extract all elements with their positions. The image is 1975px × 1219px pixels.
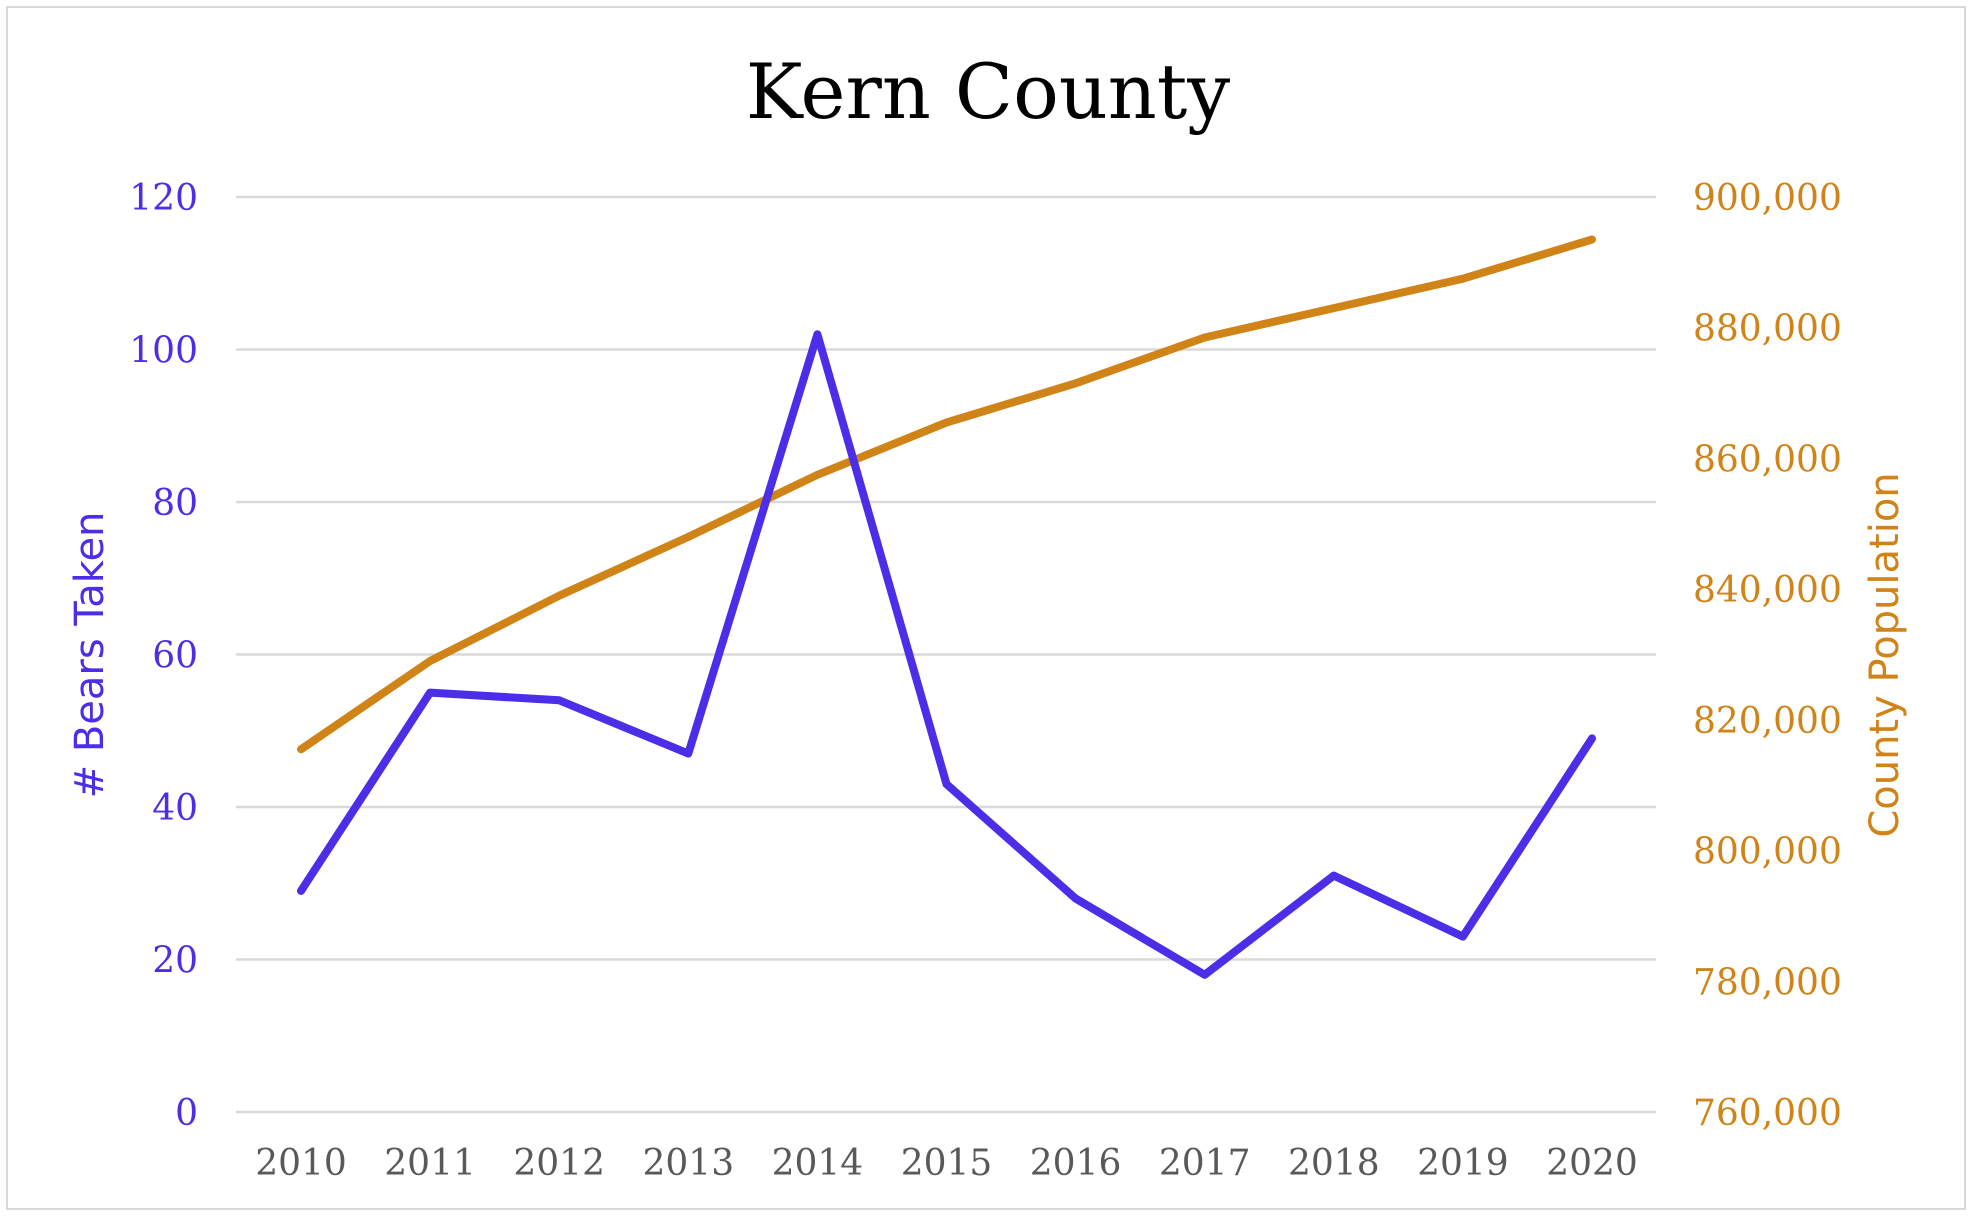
x-tick-label: 2015 xyxy=(901,1143,993,1184)
chart-frame xyxy=(6,6,1966,1210)
right-tick-label: 880,000 xyxy=(1693,309,1842,350)
left-axis-ticks: 0 20 40 60 80 100 120 xyxy=(129,178,198,1134)
x-tick-label: 2016 xyxy=(1030,1143,1122,1184)
x-tick-label: 2013 xyxy=(642,1143,734,1184)
x-tick-label: 2010 xyxy=(255,1143,347,1184)
population-series-line xyxy=(297,235,1596,754)
x-tick-label: 2011 xyxy=(384,1143,476,1184)
x-tick-label: 2019 xyxy=(1417,1143,1509,1184)
left-tick-label: 80 xyxy=(152,483,198,524)
x-axis-ticks: 2010 2011 2012 2013 2014 2015 2016 2017 2018 2019… xyxy=(255,1143,1638,1184)
x-tick-label: 2020 xyxy=(1546,1143,1638,1184)
left-tick-label: 100 xyxy=(129,331,198,372)
left-tick-label: 120 xyxy=(129,178,198,219)
left-axis-title: # Bears Taken xyxy=(67,512,113,799)
right-axis-ticks: 760,000 780,000 800,000 820,000 840,000 860,0… xyxy=(1693,178,1842,1134)
x-tick-label: 2012 xyxy=(513,1143,605,1184)
right-tick-label: 900,000 xyxy=(1693,178,1842,219)
bears-taken-series-line xyxy=(297,330,1596,979)
right-tick-label: 780,000 xyxy=(1693,962,1842,1003)
right-tick-label: 820,000 xyxy=(1693,701,1842,742)
right-tick-label: 840,000 xyxy=(1693,570,1842,611)
chart-title: Kern County xyxy=(746,47,1230,136)
x-tick-label: 2014 xyxy=(772,1143,864,1184)
series-lines xyxy=(297,235,1596,979)
x-tick-label: 2017 xyxy=(1159,1143,1251,1184)
left-tick-label: 60 xyxy=(152,636,198,677)
right-tick-label: 760,000 xyxy=(1693,1093,1842,1134)
left-tick-label: 20 xyxy=(152,941,198,982)
left-tick-label: 0 xyxy=(175,1093,198,1134)
x-tick-label: 2018 xyxy=(1288,1143,1380,1184)
right-tick-label: 860,000 xyxy=(1693,439,1842,480)
right-axis-title: County Population xyxy=(1862,472,1908,837)
left-tick-label: 40 xyxy=(152,788,198,829)
right-tick-label: 800,000 xyxy=(1693,832,1842,873)
gridlines xyxy=(236,195,1656,1114)
